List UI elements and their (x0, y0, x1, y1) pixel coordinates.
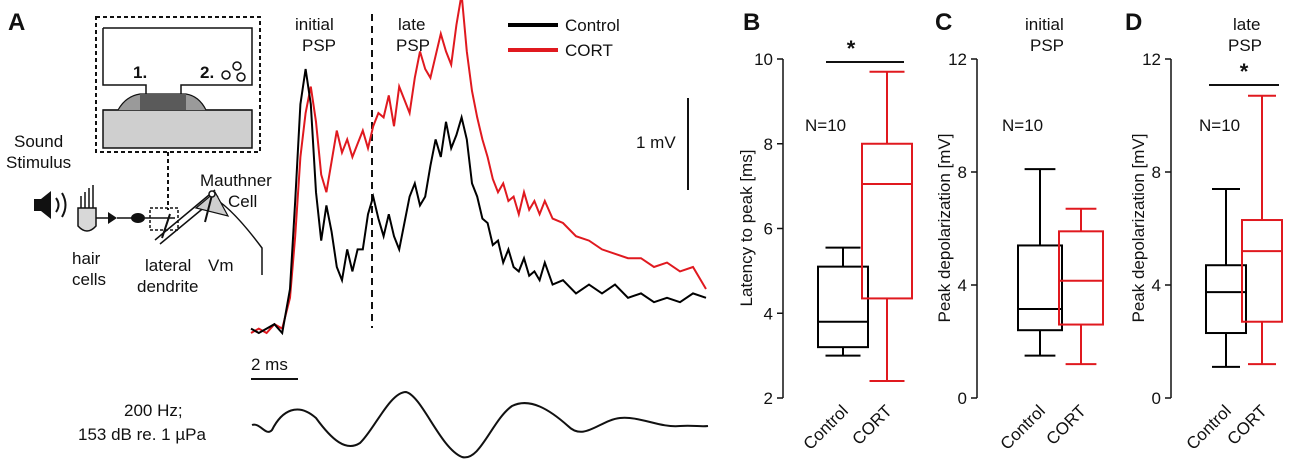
mauthner-neuron-icon (145, 189, 263, 275)
iqr-box (1058, 230, 1104, 326)
iqr-box (817, 265, 869, 349)
speaker-icon (34, 191, 67, 219)
stimulus-waveform (251, 390, 709, 459)
legend-label-cort: CORT (565, 41, 613, 60)
box-control (1017, 168, 1063, 357)
box-cort (1058, 207, 1104, 366)
chart-c-n-label: N=10 (1002, 116, 1043, 135)
x-category-label: CORT (849, 401, 896, 448)
stimulus-frequency-label: 200 Hz; (124, 401, 183, 420)
late-psp-label-1: late (398, 15, 425, 34)
psp-trace-control (250, 68, 707, 336)
panel-c-letter: C (935, 9, 952, 36)
stimulus-label: Stimulus (6, 153, 71, 172)
y-tick-label: 12 (948, 50, 967, 69)
legend-label-control: Control (565, 16, 620, 35)
psp-trace-cort (250, 0, 707, 335)
site-1-label: 1. (133, 63, 147, 82)
initial-psp-label-2: PSP (302, 36, 336, 55)
iqr-box (1205, 264, 1247, 335)
lateral-label: lateral (145, 256, 191, 275)
y-tick-label: 2 (764, 389, 773, 408)
dendrite-label: dendrite (137, 277, 198, 296)
chart-d-n-label: N=10 (1199, 116, 1240, 135)
late-psp-label-2: PSP (396, 36, 430, 55)
y-tick-label: 0 (958, 389, 967, 408)
y-tick-label: 4 (958, 276, 967, 295)
cells-label: cells (72, 270, 106, 289)
box-cort (1241, 94, 1283, 366)
box-control (1205, 187, 1247, 368)
y-tick-label: 10 (754, 50, 773, 69)
schematic: 1. 2. Sound Stimulus (6, 16, 272, 296)
chart-c-ylabel: Peak depolarization [mV] (935, 134, 954, 323)
iqr-box (1017, 244, 1063, 332)
chart-c-title-2: PSP (1030, 36, 1064, 55)
chart-d-title-1: late (1233, 15, 1260, 34)
significance-star: * (847, 36, 856, 61)
y-tick-label: 12 (1142, 50, 1161, 69)
y-tick-label: 8 (1152, 163, 1161, 182)
sound-label: Sound (14, 132, 63, 151)
chart-b-ylabel: Latency to peak [ms] (737, 150, 756, 307)
significance-star: * (1240, 59, 1249, 84)
legend: Control CORT (508, 16, 620, 60)
site-2-label: 2. (200, 63, 214, 82)
y-tick-label: 4 (764, 304, 773, 323)
initial-psp-label-1: initial (295, 15, 334, 34)
chamber-walls (102, 27, 253, 95)
chart-d-title-2: PSP (1228, 36, 1262, 55)
x-category-label: Control (800, 401, 852, 453)
box-cort (861, 70, 913, 383)
stimulus-level-label: 153 dB re. 1 µPa (78, 425, 206, 444)
box-control (817, 246, 869, 357)
hair-cell-icon (77, 185, 145, 232)
chamber-base (102, 109, 253, 149)
x-category-label: Control (997, 401, 1049, 453)
panel-a: A 1. 2. Sound Stimulus (6, 0, 709, 459)
dendrite-box (149, 207, 179, 231)
iqr-box (1241, 219, 1283, 323)
bubble-icon (232, 61, 242, 71)
chamber-inset-frame (95, 16, 261, 153)
chart-b-n-label: N=10 (805, 116, 846, 135)
x-category-label: Control (1183, 401, 1235, 453)
panel-b-letter: B (743, 9, 760, 36)
hair-label: hair (72, 249, 101, 268)
mauthner-label: Mauthner (200, 171, 272, 190)
cell-label: Cell (228, 192, 257, 211)
y-tick-label: 6 (764, 220, 773, 239)
chart-d-ylabel: Peak depolarization [mV] (1129, 134, 1148, 323)
x-category-label: CORT (1043, 401, 1090, 448)
bubble-icon (221, 70, 231, 80)
chart-c-title-1: initial (1025, 15, 1064, 34)
panel-d-letter: D (1125, 9, 1142, 36)
recording-site (140, 94, 186, 110)
y-tick-label: 4 (1152, 276, 1161, 295)
y-tick-label: 8 (958, 163, 967, 182)
time-scale-label: 2 ms (251, 355, 288, 374)
x-category-label: CORT (1224, 401, 1271, 448)
iqr-box (861, 142, 913, 300)
panel-a-letter: A (8, 9, 25, 36)
y-tick-label: 8 (764, 135, 773, 154)
y-tick-label: 0 (1152, 389, 1161, 408)
bubble-icon (236, 72, 246, 82)
voltage-scale-label: 1 mV (636, 133, 676, 152)
vm-label: Vm (208, 256, 234, 275)
